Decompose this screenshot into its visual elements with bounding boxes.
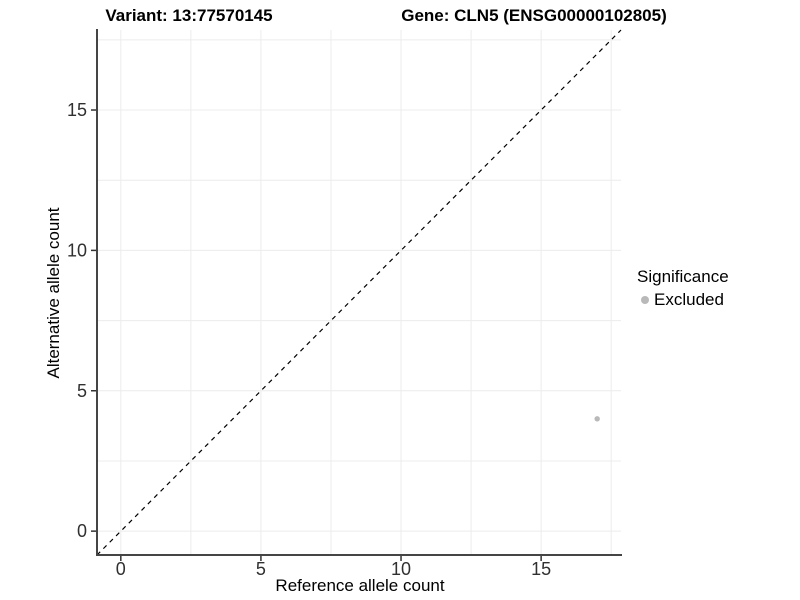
y-tick-label: 5	[77, 381, 87, 401]
y-tick-label: 10	[67, 240, 87, 260]
legend-item-label: Excluded	[654, 290, 724, 309]
x-tick-label: 10	[391, 559, 411, 579]
plot-title-variant: Variant: 13:77570145	[105, 6, 273, 25]
legend-title: Significance	[637, 267, 729, 286]
y-axis-title: Alternative allele count	[44, 207, 63, 379]
legend-point-icon	[641, 296, 649, 304]
axis-lines	[96, 29, 622, 556]
x-axis-title: Reference allele count	[275, 576, 445, 595]
x-tick-label: 5	[256, 559, 266, 579]
x-tick-label: 0	[116, 559, 126, 579]
legend: Significance Excluded	[637, 267, 729, 310]
identity-line	[96, 29, 622, 556]
data-point	[594, 416, 600, 422]
x-tick-label: 15	[531, 559, 551, 579]
y-tick-label: 0	[77, 521, 87, 541]
y-tick-label: 15	[67, 100, 87, 120]
legend-item-excluded: Excluded	[641, 290, 729, 310]
plot-title-gene: Gene: CLN5 (ENSG00000102805)	[401, 6, 667, 25]
